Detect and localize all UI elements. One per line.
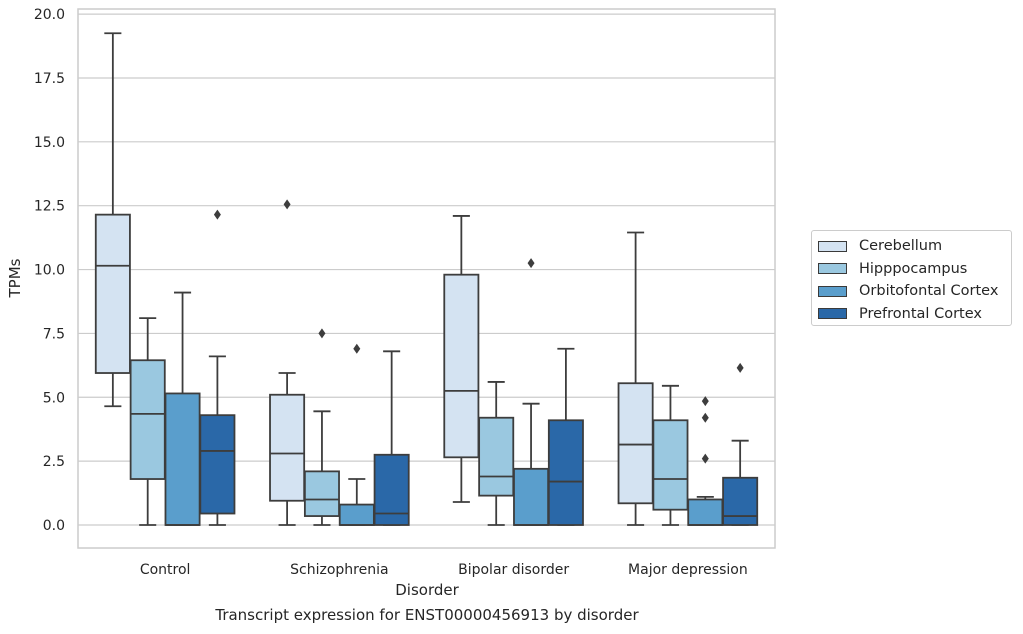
- legend-swatch-prefrontal: [818, 308, 847, 320]
- outlier-point: [701, 412, 709, 423]
- box-iqr: [164, 392, 201, 526]
- legend-label: Prefrontal Cortex: [859, 305, 982, 322]
- box-iqr: [478, 416, 515, 497]
- legend-swatch-orbitofrontal: [818, 285, 847, 297]
- box-iqr: [373, 453, 410, 526]
- y-tick-label: 17.5: [34, 71, 65, 87]
- y-tick-label: 2.5: [43, 454, 65, 470]
- y-axis-ticks: 0.0 2.5 5.0 7.5 10.0 12.5 15.0 17.5 20.0: [34, 7, 65, 534]
- y-tick-label: 12.5: [34, 199, 65, 215]
- outlier-point: [701, 453, 709, 464]
- box-hipppocampus: [478, 381, 515, 526]
- box-iqr: [338, 503, 375, 526]
- box-series: [94, 32, 759, 526]
- box-hipppocampus: [303, 328, 340, 526]
- legend-swatch-cerebellum: [818, 240, 847, 252]
- box-prefrontal-cortex: [547, 347, 584, 526]
- y-tick-label: 7.5: [43, 326, 65, 342]
- box-cerebellum: [617, 231, 654, 526]
- x-tick-label: Schizophrenia: [290, 562, 388, 578]
- box-cerebellum: [443, 215, 480, 503]
- box-prefrontal-cortex: [373, 350, 410, 526]
- box-iqr: [443, 273, 480, 459]
- x-axis-label: Disorder: [395, 581, 459, 599]
- legend: Cerebellum Hipppocampus Orbitofontal Cor…: [811, 230, 1012, 326]
- y-tick-label: 15.0: [34, 135, 65, 151]
- box-iqr: [617, 382, 654, 505]
- box-iqr: [722, 476, 759, 526]
- y-tick-label: 0.0: [43, 518, 65, 534]
- box-hipppocampus: [652, 384, 689, 526]
- x-tick-label: Bipolar disorder: [458, 562, 569, 578]
- outlier-point: [736, 362, 744, 373]
- outlier-point: [527, 258, 535, 269]
- box-orbitofontal-cortex: [164, 291, 201, 526]
- outlier-point: [213, 209, 221, 220]
- box-iqr: [269, 393, 306, 502]
- y-axis-label: TPMs: [6, 258, 24, 298]
- box-prefrontal-cortex: [722, 362, 759, 526]
- legend-item: Prefrontal Cortex: [818, 303, 1011, 326]
- box-iqr: [513, 467, 550, 526]
- chart-caption: Transcript expression for ENST0000045691…: [215, 606, 639, 624]
- legend-swatch-hippocampus: [818, 263, 847, 275]
- y-tick-label: 10.0: [34, 263, 65, 279]
- outlier-point: [701, 396, 709, 407]
- outlier-point: [318, 328, 326, 339]
- x-tick-label: Major depression: [628, 562, 748, 578]
- x-axis-ticks: Control Schizophrenia Bipolar disorder Majo…: [140, 562, 748, 578]
- legend-label: Hipppocampus: [859, 260, 968, 277]
- box-iqr: [199, 414, 236, 515]
- box-cerebellum: [94, 32, 131, 408]
- plot-area-frame: [77, 8, 776, 549]
- box-orbitofontal-cortex: [687, 396, 724, 526]
- legend-label: Orbitofontal Cortex: [859, 283, 999, 300]
- box-iqr: [547, 419, 584, 526]
- legend-item: Orbitofontal Cortex: [818, 280, 1011, 303]
- box-cerebellum: [269, 199, 306, 526]
- box-iqr: [652, 419, 689, 511]
- y-tick-label: 20.0: [34, 7, 65, 23]
- box-iqr: [687, 498, 724, 526]
- legend-item: Cerebellum: [818, 235, 1011, 258]
- legend-item: Hipppocampus: [818, 258, 1011, 281]
- x-tick-label: Control: [140, 562, 191, 578]
- legend-label: Cerebellum: [859, 238, 943, 255]
- box-iqr: [129, 359, 166, 480]
- box-hipppocampus: [129, 317, 166, 526]
- y-tick-label: 5.0: [43, 390, 65, 406]
- box-orbitofontal-cortex: [513, 258, 550, 526]
- outlier-point: [353, 343, 361, 354]
- box-prefrontal-cortex: [199, 209, 236, 526]
- outlier-point: [283, 199, 291, 210]
- box-iqr: [94, 213, 131, 374]
- box-iqr: [303, 470, 340, 517]
- box-orbitofontal-cortex: [338, 343, 375, 526]
